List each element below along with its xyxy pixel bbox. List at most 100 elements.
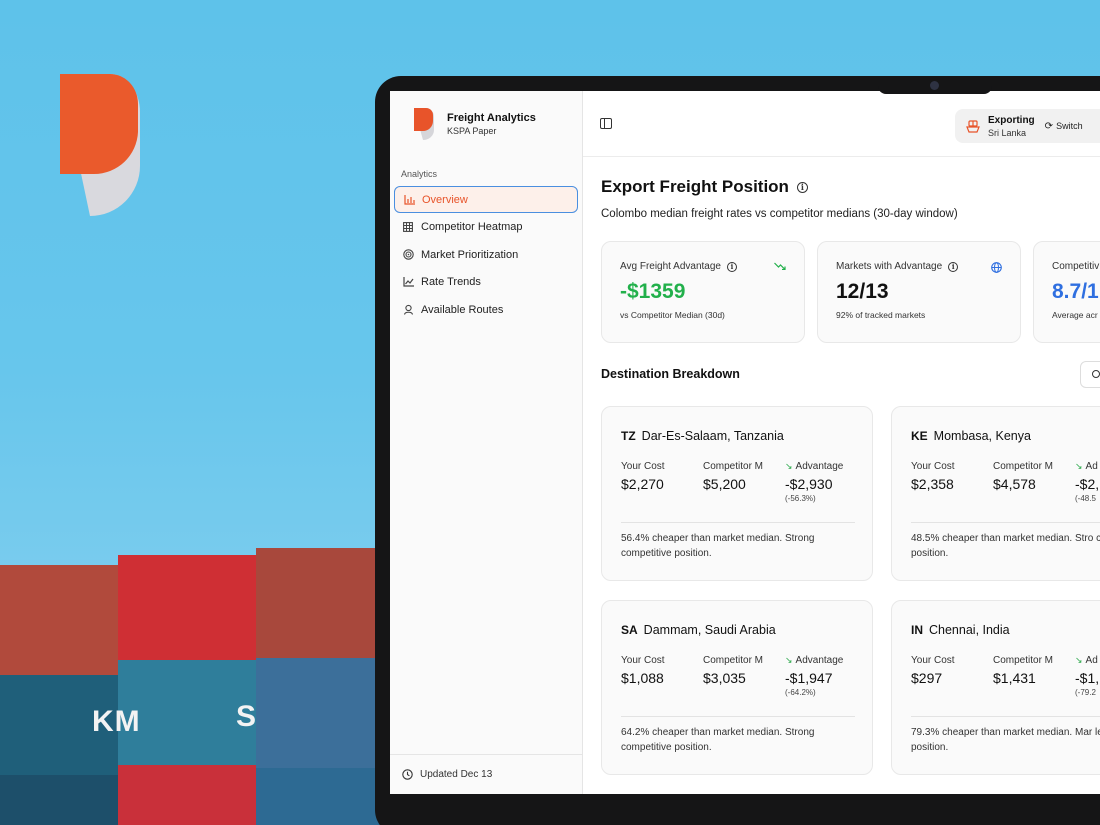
clock-icon — [401, 769, 413, 781]
advantage-percent: (-48.5 — [1075, 494, 1096, 503]
your-cost: Your Cost $2,358 — [911, 461, 955, 492]
export-mode-pill[interactable]: Exporting Sri Lanka ⟳ Switch — [955, 109, 1100, 143]
destination-label: Chennai, India — [929, 623, 1010, 637]
page-subtitle: Colombo median freight rates vs competit… — [601, 208, 958, 220]
advantage-label-text: Advantage — [795, 655, 844, 666]
competitor-median: Competitor M $4,578 — [993, 461, 1053, 492]
advantage: ↘ Ad -$2, (-48.5 — [1075, 461, 1099, 503]
sidebar-nav: Overview Competitor Heatmap Market Prior… — [394, 186, 578, 324]
destination-name: KE Mombasa, Kenya — [911, 429, 1031, 443]
advantage: ↘ Advantage -$2,930 (-56.3%) — [785, 461, 843, 503]
refresh-icon: ⟳ — [1044, 120, 1054, 132]
target-icon — [402, 249, 414, 261]
divider — [621, 522, 855, 523]
advantage-label: ↘ Ad — [1075, 655, 1099, 666]
sidebar-item-competitor-heatmap[interactable]: Competitor Heatmap — [394, 214, 578, 241]
advantage-value: -$2,930 — [785, 476, 833, 492]
switch-button[interactable]: ⟳ Switch — [1045, 121, 1083, 132]
info-icon[interactable]: i — [948, 261, 959, 272]
country-code: SA — [621, 623, 638, 637]
laptop-frame: Freight Analytics KSPA Paper Analytics O… — [375, 76, 1100, 825]
your-cost-value: $297 — [911, 670, 943, 686]
advantage-label-text: Ad — [1085, 655, 1098, 666]
destination-card[interactable]: KE Mombasa, Kenya Your Cost $2,358 Compet… — [891, 406, 1100, 581]
destination-card[interactable]: IN Chennai, India Your Cost $297 Competit… — [891, 600, 1100, 775]
search-icon — [1092, 370, 1100, 378]
advantage: ↘ Advantage -$1,947 (-64.2%) — [785, 655, 843, 697]
globe-icon — [991, 262, 1002, 276]
kpi-label: Markets with Advantage i — [836, 261, 1002, 272]
competitor-value: $3,035 — [703, 670, 746, 686]
org-name: KSPA Paper — [447, 125, 497, 136]
sidebar-item-market-prioritization[interactable]: Market Prioritization — [394, 241, 578, 268]
advantage-percent: (-56.3%) — [785, 494, 816, 503]
destination-name: TZ Dar-Es-Salaam, Tanzania — [621, 429, 784, 443]
sidebar: Freight Analytics KSPA Paper Analytics O… — [390, 91, 583, 794]
app-name: Freight Analytics — [447, 111, 536, 124]
brand-logo — [60, 74, 140, 216]
kpi-value: 12/13 — [836, 280, 889, 303]
last-updated: Updated Dec 13 — [390, 754, 583, 794]
sidebar-item-label: Overview — [422, 193, 468, 206]
your-cost-label: Your Cost — [621, 655, 665, 666]
your-cost: Your Cost $1,088 — [621, 655, 665, 686]
your-cost: Your Cost $2,270 — [621, 461, 665, 492]
info-icon[interactable]: i — [727, 261, 737, 272]
competitor-label: Competitor M — [993, 461, 1054, 472]
competitor-label: Competitor M — [993, 655, 1054, 666]
competitor-value: $5,200 — [703, 476, 746, 492]
sidebar-item-label: Market Prioritization — [421, 248, 519, 261]
sidebar-toggle-icon[interactable] — [600, 118, 612, 129]
page-title: Export Freight Position i — [601, 177, 808, 197]
advantage-percent: (-64.2%) — [785, 688, 816, 697]
country-code: TZ — [621, 429, 636, 443]
brand-header[interactable]: Freight Analytics KSPA Paper — [414, 108, 536, 140]
destination-label: Dammam, Saudi Arabia — [643, 623, 776, 637]
route-icon — [402, 304, 414, 316]
advantage-value: -$1,947 — [785, 670, 833, 686]
competitor-value: $4,578 — [993, 476, 1036, 492]
your-cost: Your Cost $297 — [911, 655, 955, 686]
competitor-label: Competitor M — [703, 461, 764, 472]
kpi-note: vs Competitor Median (30d) — [620, 310, 725, 320]
destination-label: Dar-Es-Salaam, Tanzania — [641, 429, 784, 443]
page-title-text: Export Freight Position — [601, 177, 789, 196]
destination-card[interactable]: SA Dammam, Saudi Arabia Your Cost $1,088 … — [601, 600, 873, 775]
sidebar-item-label: Rate Trends — [421, 276, 481, 288]
grid-icon — [402, 221, 414, 233]
shipping-containers-background: KM S — [0, 540, 380, 825]
advantage-label-text: Ad — [1085, 461, 1098, 472]
search-button[interactable] — [1080, 361, 1100, 388]
trend-down-icon — [774, 262, 786, 273]
destination-card[interactable]: TZ Dar-Es-Salaam, Tanzania Your Cost $2,2… — [601, 406, 873, 581]
sidebar-section-label: Analytics — [401, 169, 438, 179]
your-cost-label: Your Cost — [911, 461, 955, 472]
divider — [911, 522, 1100, 523]
sidebar-item-rate-trends[interactable]: Rate Trends — [394, 269, 578, 296]
advantage-value: -$2, — [1075, 476, 1100, 492]
advantage-percent: (-79.2 — [1075, 688, 1096, 697]
sidebar-item-overview[interactable]: Overview — [394, 186, 578, 213]
advantage-label: ↘ Advantage — [785, 655, 843, 666]
your-cost-value: $2,270 — [621, 476, 664, 492]
kpi-label-text: Avg Freight Advantage — [620, 261, 721, 272]
destination-name: SA Dammam, Saudi Arabia — [621, 623, 776, 637]
ship-icon — [965, 119, 981, 133]
kpi-label: Competitiv — [1052, 261, 1100, 272]
kpi-label-text: Markets with Advantage — [836, 261, 943, 272]
your-cost-label: Your Cost — [911, 655, 955, 666]
sidebar-item-available-routes[interactable]: Available Routes — [394, 296, 578, 323]
info-icon[interactable]: i — [796, 181, 808, 193]
competitor-median: Competitor M $5,200 — [703, 461, 763, 492]
sidebar-item-label: Competitor Heatmap — [421, 221, 523, 233]
your-cost-value: $1,088 — [621, 670, 664, 686]
kpi-card-markets-advantage: Markets with Advantage i 12/13 92% of tra… — [817, 241, 1021, 343]
trend-down-icon: ↘ — [785, 655, 793, 665]
your-cost-label: Your Cost — [621, 461, 665, 472]
kpi-card-avg-advantage: Avg Freight Advantage i -$1359 vs Competi… — [601, 241, 805, 343]
destination-name: IN Chennai, India — [911, 623, 1010, 637]
switch-label: Switch — [1056, 121, 1083, 131]
trend-down-icon: ↘ — [1075, 461, 1083, 471]
your-cost-value: $2,358 — [911, 476, 954, 492]
trend-down-icon: ↘ — [785, 461, 793, 471]
